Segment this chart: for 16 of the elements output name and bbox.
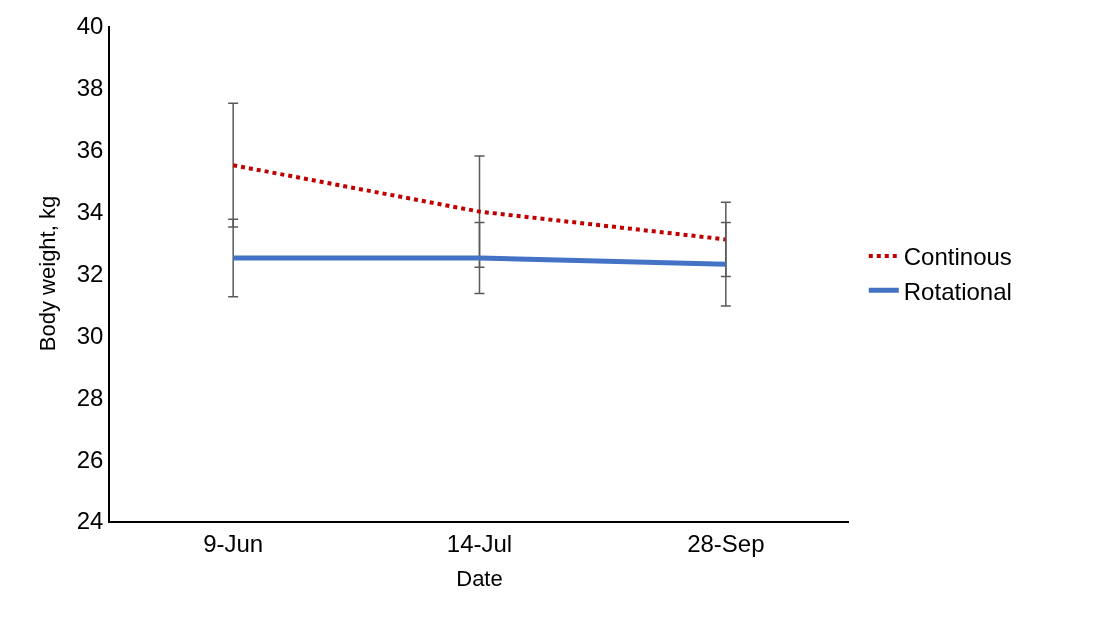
y-tick-label: 32 [76,259,104,287]
y-tick-label: 30 [76,321,104,349]
y-tick-label: 38 [76,74,104,102]
legend-label: Continous [903,243,1012,271]
x-tick-label: 9-Jun [203,529,264,557]
x-tick-label: 14-Jul [446,529,513,557]
y-tick-label: 28 [76,383,104,411]
y-tick-label: 24 [76,507,104,535]
x-tick-label: 28-Sep [687,529,765,557]
legend-label: Rotational [903,277,1012,305]
y-axis-title: Body weight, kg [35,195,61,352]
y-tick-label: 40 [76,12,104,40]
x-axis-title: Date [456,565,503,591]
y-tick-label: 34 [76,198,104,226]
y-tick-label: 36 [76,136,104,164]
y-tick-label: 26 [76,445,104,473]
